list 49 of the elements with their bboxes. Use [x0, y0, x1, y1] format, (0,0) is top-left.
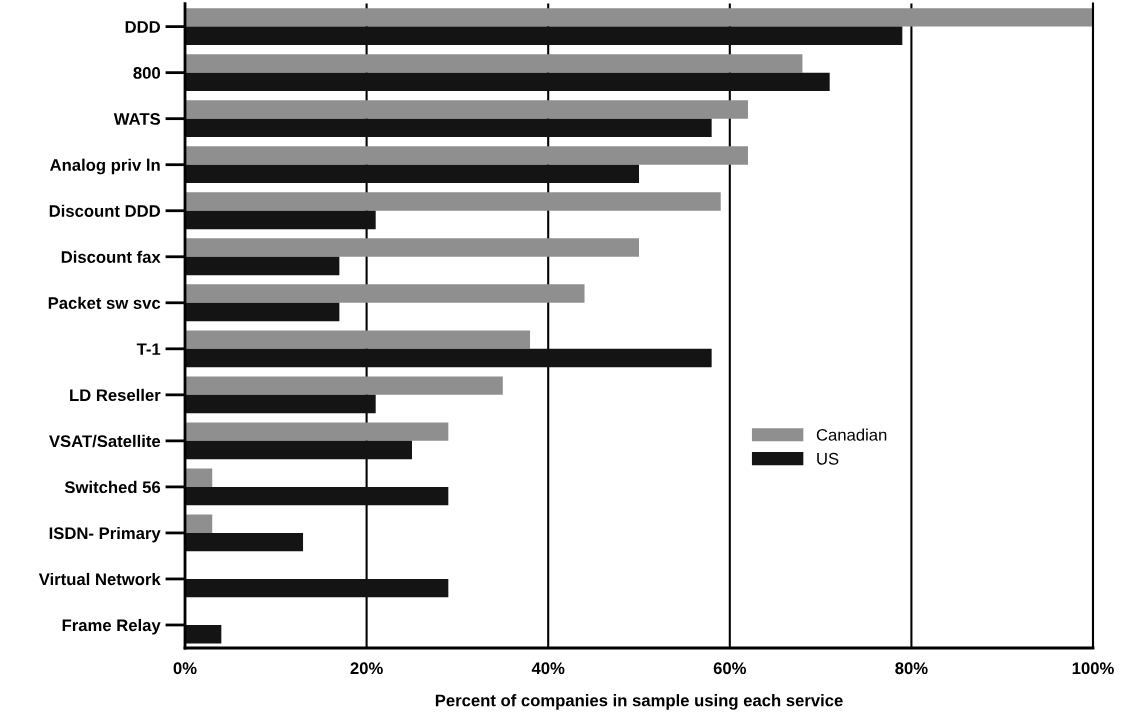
bar	[185, 118, 712, 138]
y-tick-label: Switched 56	[64, 480, 161, 494]
bar	[185, 514, 213, 533]
y-tick-label: T-1	[136, 343, 161, 355]
bar	[185, 376, 503, 395]
bar	[185, 330, 531, 349]
bar	[185, 100, 748, 119]
x-tick-label: 0%	[173, 662, 197, 675]
y-tick-label: 800	[133, 67, 161, 79]
bar	[185, 26, 903, 46]
bar	[185, 8, 1093, 27]
bar	[185, 256, 340, 276]
bar	[185, 422, 449, 441]
y-tick-label: ISDN- Primary	[49, 526, 161, 543]
y-tick-label: WATS	[113, 113, 161, 125]
x-tick-label: 100%	[1072, 662, 1114, 675]
y-tick-label: Discount fax	[61, 250, 161, 263]
bar	[185, 54, 803, 73]
y-tick-label: LD Reseller	[70, 388, 161, 402]
bar	[185, 468, 213, 487]
y-tick-label: Discount DDD	[49, 204, 160, 217]
y-tick-label: Packet sw svc	[48, 296, 161, 309]
bar	[185, 164, 639, 184]
bar	[185, 578, 449, 598]
y-tick-label: Analog priv ln	[50, 158, 160, 175]
bar	[185, 210, 376, 230]
y-tick-label: VSAT/Satellite	[49, 434, 161, 448]
bar	[185, 192, 721, 211]
bar	[185, 348, 712, 368]
y-tick-label: DDD	[125, 21, 160, 33]
bar	[185, 72, 830, 92]
bar	[185, 284, 585, 303]
bar	[185, 394, 376, 414]
legend-label: Canadian	[816, 428, 887, 441]
bar	[185, 302, 340, 322]
y-tick-label: Frame Relay	[62, 618, 161, 635]
x-tick-label: 80%	[895, 662, 928, 675]
x-tick-label: 20%	[350, 662, 383, 675]
legend-label: US	[817, 452, 839, 465]
bar	[185, 486, 449, 506]
bar	[185, 238, 639, 257]
bar	[185, 440, 412, 460]
x-tick-label: 40%	[531, 662, 565, 675]
bar	[185, 624, 222, 644]
x-tick-label: 60%	[713, 662, 747, 675]
bar	[185, 532, 304, 552]
bar	[185, 146, 748, 165]
y-tick-label: Virtual Network	[38, 572, 161, 586]
x-axis-title: Percent of companies in sample using each service	[435, 694, 843, 710]
